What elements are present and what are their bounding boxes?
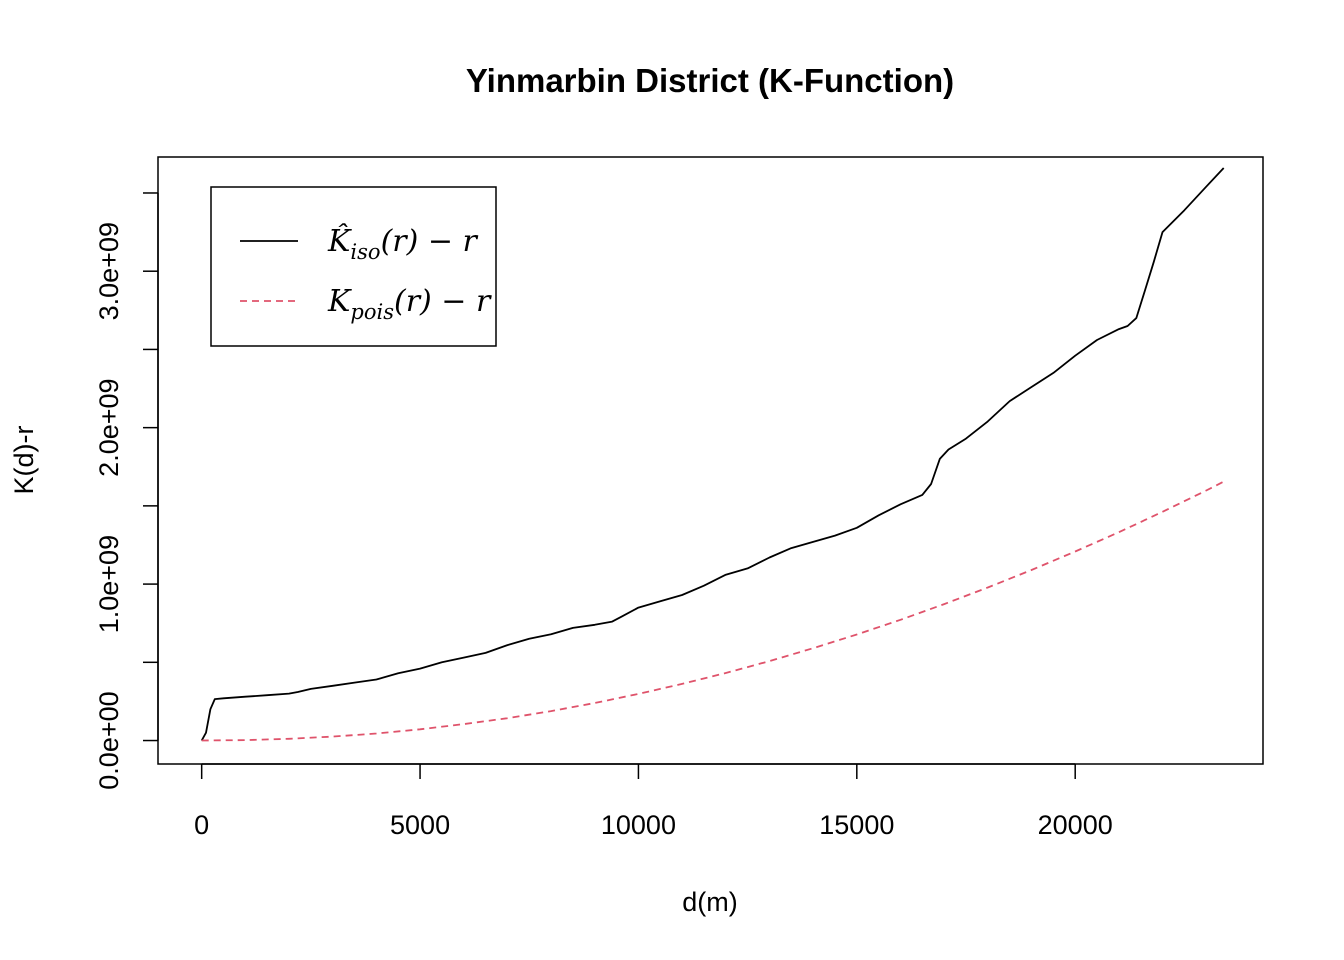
series-line-iso bbox=[200, 167, 1225, 741]
series-line-pois bbox=[201, 480, 1225, 742]
y-tick-label: 1.0e+09 bbox=[94, 535, 124, 633]
y-tick-label: 0.0e+00 bbox=[94, 691, 124, 789]
y-axis: 0.0e+00 1.0e+09 2.0e+09 3.0e+09 bbox=[94, 192, 159, 790]
series-layer bbox=[200, 167, 1225, 742]
y-tick-label: 3.0e+09 bbox=[94, 222, 124, 320]
legend-box bbox=[210, 186, 497, 347]
chart-title: Yinmarbin District (K-Function) bbox=[466, 62, 954, 99]
x-tick-label: 20000 bbox=[1038, 810, 1113, 840]
x-tick-label: 0 bbox=[194, 810, 209, 840]
x-tick-label: 5000 bbox=[390, 810, 450, 840]
legend-label-iso: K̂iso(r) − r bbox=[327, 224, 479, 264]
y-tick-label: 2.0e+09 bbox=[94, 378, 124, 476]
x-tick-label: 15000 bbox=[819, 810, 894, 840]
x-axis-label: d(m) bbox=[682, 887, 738, 917]
legend: K̂iso(r) − r Kpois(r) − r bbox=[210, 186, 497, 347]
x-axis: 0 5000 10000 15000 20000 bbox=[194, 763, 1113, 840]
legend-label-pois: Kpois(r) − r bbox=[327, 284, 492, 324]
x-tick-label: 10000 bbox=[601, 810, 676, 840]
y-axis-label: K(d)-r bbox=[9, 426, 39, 495]
